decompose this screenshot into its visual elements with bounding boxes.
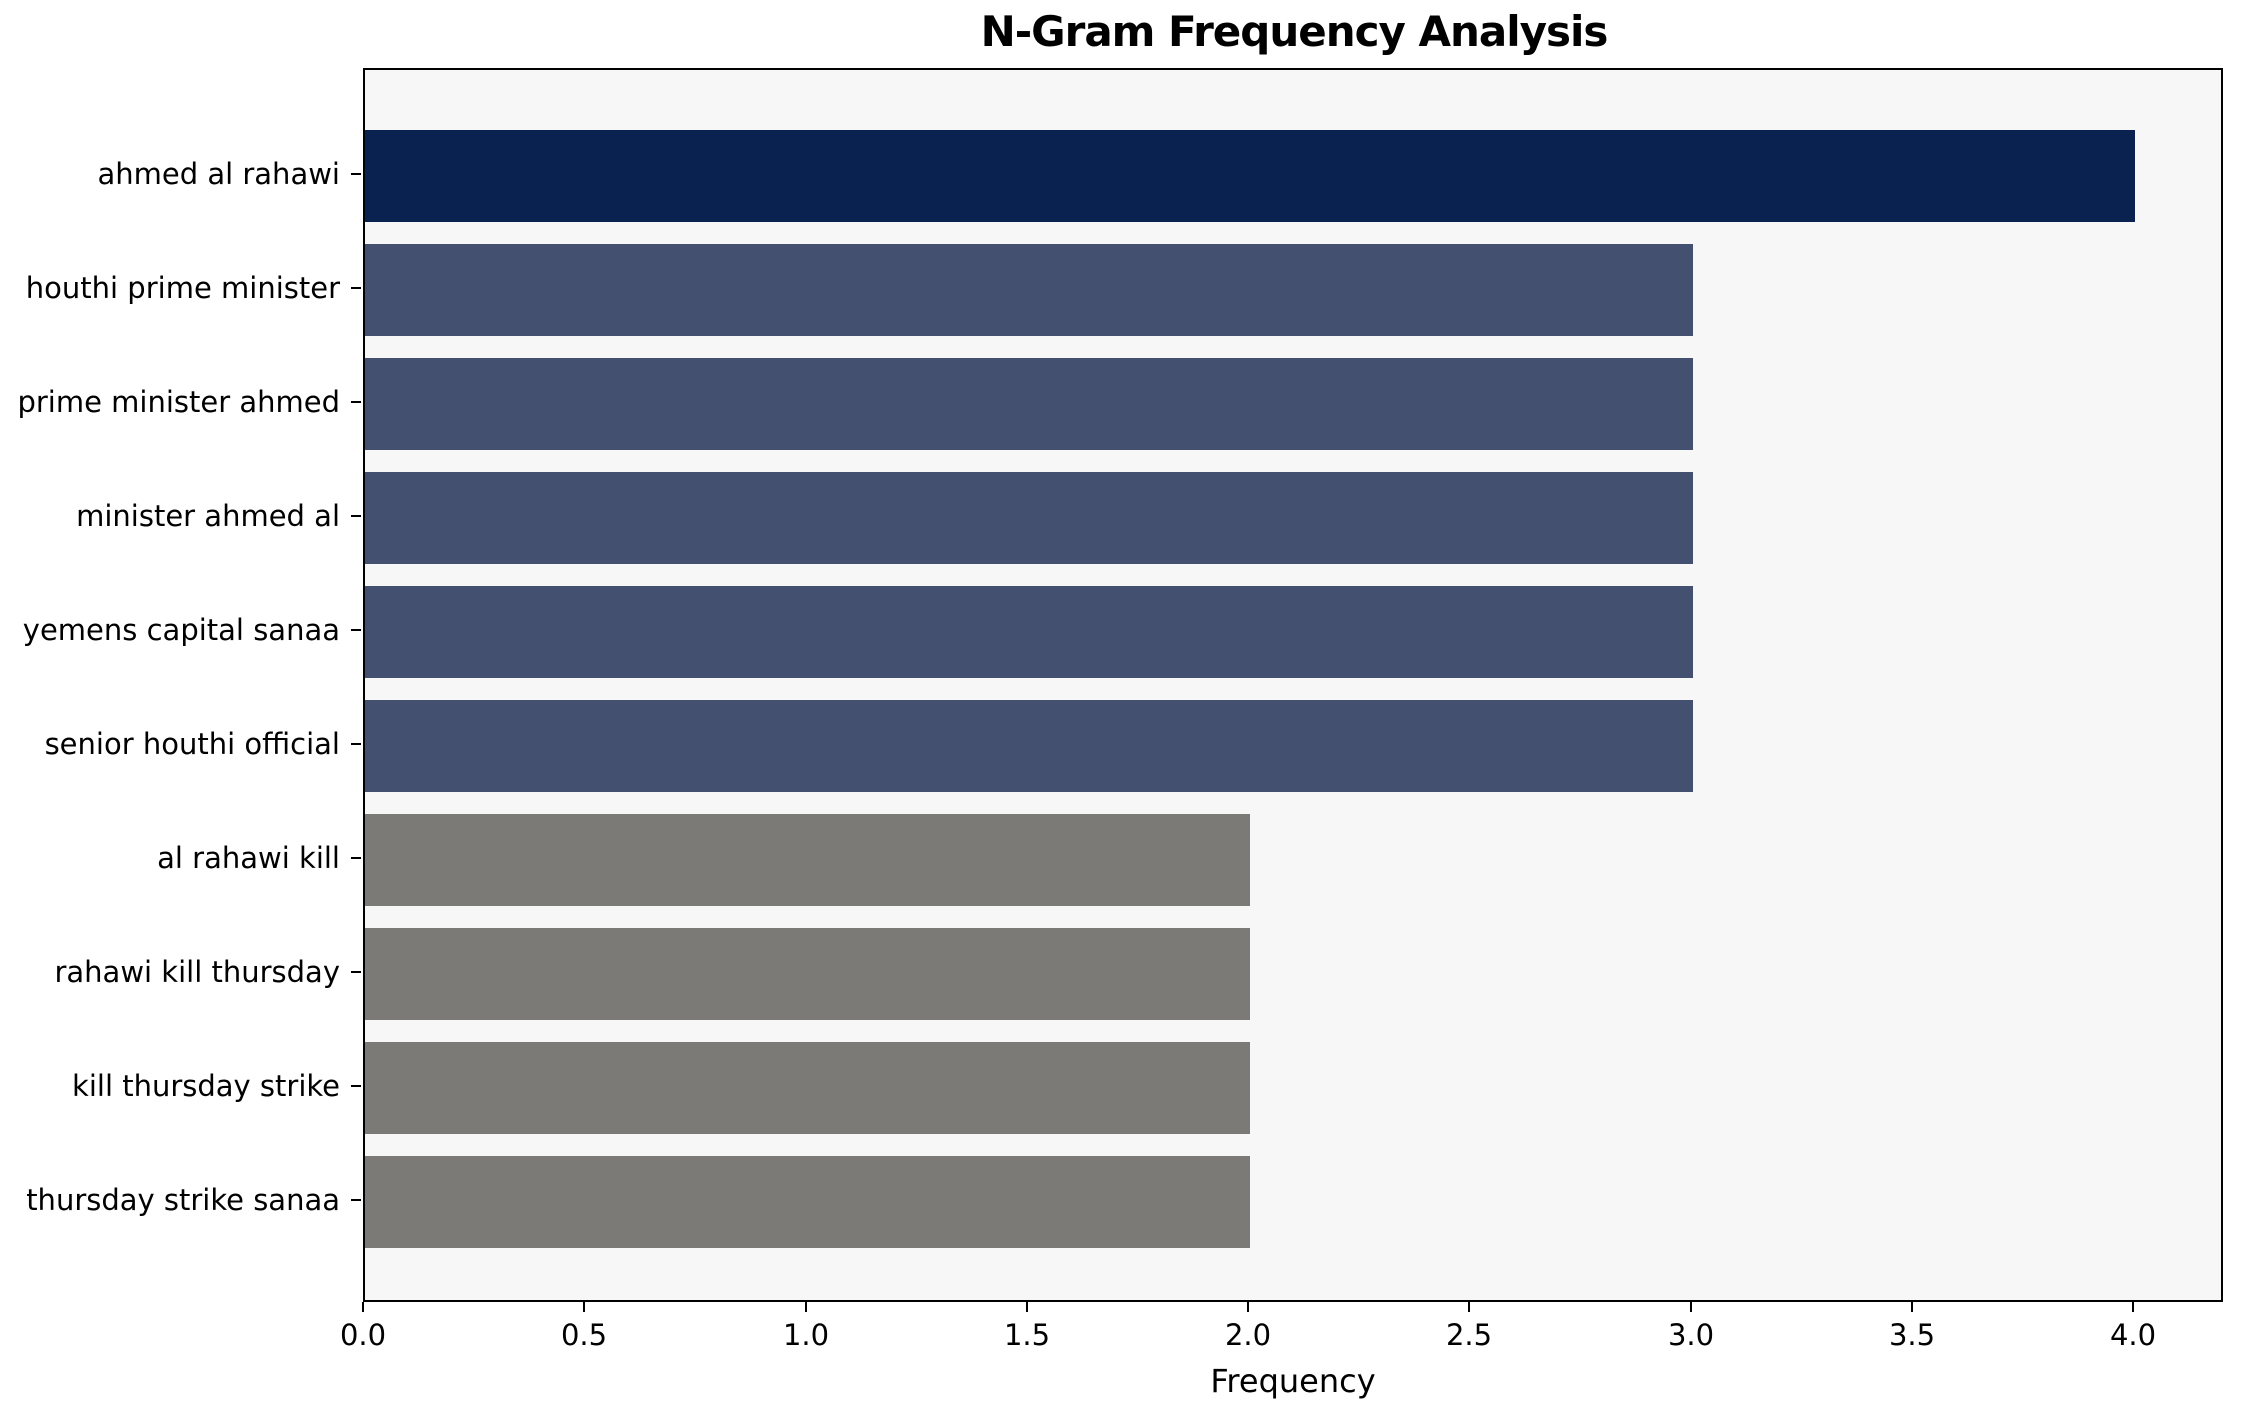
x-tick-label: 3.0 — [1667, 1318, 1715, 1352]
y-tick-mark — [351, 401, 361, 403]
x-tick-mark — [1911, 1302, 1913, 1312]
x-tick-label: 0.0 — [339, 1318, 387, 1352]
y-tick-mark — [351, 743, 361, 745]
y-tick-label: prime minister ahmed — [17, 385, 340, 419]
y-tick-mark — [351, 515, 361, 517]
y-tick-mark — [351, 173, 361, 175]
x-tick-mark — [583, 1302, 585, 1312]
x-tick-mark — [1247, 1302, 1249, 1312]
y-tick-label: minister ahmed al — [76, 499, 340, 533]
y-tick-label: rahawi kill thursday — [54, 955, 340, 989]
x-axis-label: Frequency — [1210, 1362, 1376, 1400]
x-tick-mark — [1690, 1302, 1692, 1312]
x-tick-label: 4.0 — [2109, 1318, 2157, 1352]
y-tick-label: yemens capital sanaa — [22, 613, 340, 647]
y-tick-label: senior houthi official — [44, 727, 340, 761]
bar — [365, 928, 1250, 1020]
bar — [365, 1156, 1250, 1248]
y-tick-mark — [351, 971, 361, 973]
bar — [365, 130, 2135, 222]
y-tick-mark — [351, 629, 361, 631]
bar — [365, 244, 1693, 336]
x-tick-mark — [362, 1302, 364, 1312]
x-tick-label: 0.5 — [560, 1318, 608, 1352]
y-tick-mark — [351, 1199, 361, 1201]
chart-title: N-Gram Frequency Analysis — [980, 7, 1609, 56]
y-tick-label: ahmed al rahawi — [97, 157, 340, 191]
bar — [365, 358, 1693, 450]
bar — [365, 700, 1693, 792]
x-tick-label: 3.5 — [1888, 1318, 1936, 1352]
x-tick-label: 1.5 — [1003, 1318, 1051, 1352]
x-tick-mark — [805, 1302, 807, 1312]
x-tick-label: 2.0 — [1224, 1318, 1272, 1352]
x-tick-mark — [1026, 1302, 1028, 1312]
y-tick-label: al rahawi kill — [157, 841, 340, 875]
bar — [365, 814, 1250, 906]
x-tick-mark — [2132, 1302, 2134, 1312]
bar — [365, 1042, 1250, 1134]
x-tick-label: 2.5 — [1445, 1318, 1493, 1352]
x-tick-label: 1.0 — [782, 1318, 830, 1352]
y-tick-label: houthi prime minister — [25, 271, 340, 305]
y-tick-mark — [351, 1085, 361, 1087]
bar — [365, 472, 1693, 564]
y-tick-mark — [351, 857, 361, 859]
y-tick-label: kill thursday strike — [72, 1069, 340, 1103]
x-tick-mark — [1468, 1302, 1470, 1312]
plot-area — [363, 68, 2223, 1302]
y-tick-label: thursday strike sanaa — [26, 1183, 340, 1217]
y-tick-mark — [351, 287, 361, 289]
bar — [365, 586, 1693, 678]
